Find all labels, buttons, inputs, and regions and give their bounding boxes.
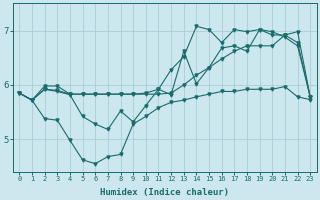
X-axis label: Humidex (Indice chaleur): Humidex (Indice chaleur) — [100, 188, 229, 197]
